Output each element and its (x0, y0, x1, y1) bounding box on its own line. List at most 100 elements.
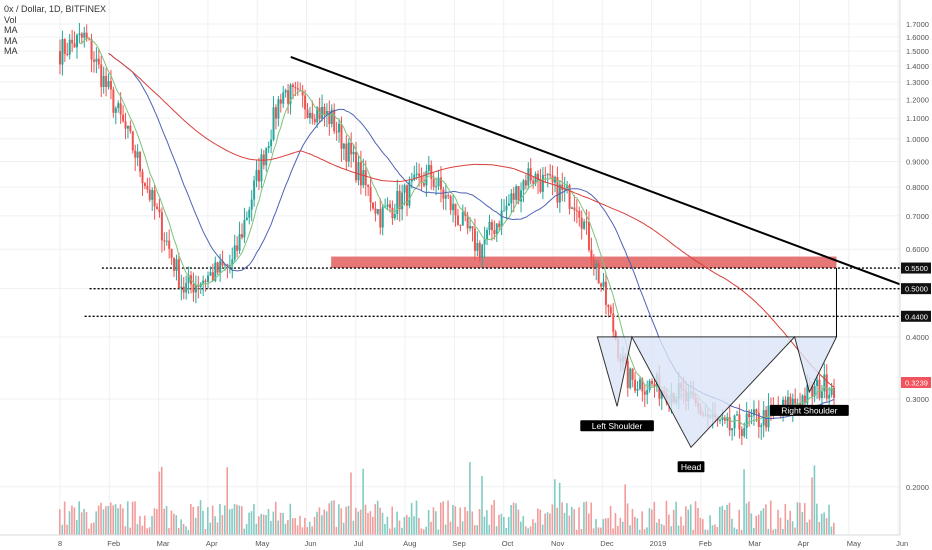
candle-body (415, 173, 418, 175)
candle-body (187, 275, 190, 283)
volume-bar (813, 465, 816, 535)
chart-legend: 0x / Dollar, 1D, BITFINEX Vol MA MA MA (4, 4, 106, 57)
candle-body (456, 215, 459, 225)
candle-body (83, 32, 86, 38)
volume-bar (437, 529, 440, 535)
candle-body (522, 180, 525, 191)
volume-bar (537, 508, 539, 535)
pattern-label-bg (769, 404, 849, 416)
volume-bar (355, 507, 357, 535)
candle-body (833, 387, 836, 398)
candle-body (481, 244, 484, 258)
time-tick-label: May (255, 539, 269, 548)
candle-body (126, 125, 129, 129)
volume-bar (59, 509, 61, 535)
candle-body (503, 210, 506, 212)
candle-body (287, 90, 290, 104)
candle-body (420, 176, 423, 183)
legend-ma-3[interactable]: MA (4, 46, 18, 56)
volume-bar (318, 507, 321, 535)
legend-ma-2[interactable]: MA (4, 35, 18, 46)
candle-body (105, 75, 108, 88)
candle-body (238, 234, 241, 251)
volume-bar (609, 505, 612, 535)
legend-volume[interactable]: Vol (4, 14, 17, 25)
volume-bar (289, 503, 292, 535)
candle-body (107, 81, 110, 88)
volume-bar (425, 526, 427, 535)
candle-body (539, 181, 542, 192)
candle-body (541, 174, 544, 192)
legend-symbol[interactable]: 0x / Dollar, 1D, BITFINEX (4, 4, 107, 14)
volume-bar (692, 529, 694, 535)
volume-bar (190, 503, 192, 535)
candle-body (731, 428, 734, 431)
volume-bar (119, 504, 122, 535)
pattern-label-bg (677, 461, 705, 473)
volume-bar (211, 505, 214, 535)
volume-bar (539, 509, 542, 535)
volume-bar (418, 517, 420, 535)
volume-bar (257, 516, 260, 535)
volume-bar (456, 526, 459, 535)
candle-body (158, 209, 161, 213)
candle-body (413, 174, 416, 180)
volume-bar (811, 477, 813, 535)
candle-body (520, 190, 523, 202)
volume-bar (435, 511, 437, 535)
volume-bar (689, 504, 692, 535)
legend-ma-1[interactable]: MA (4, 25, 18, 35)
volume-bar (592, 528, 595, 535)
candle-body (170, 248, 173, 258)
volume-bar (651, 509, 653, 535)
time-tick-label: Apr (798, 539, 810, 548)
candle-body (735, 414, 738, 416)
volume-bar (544, 513, 546, 535)
volume-bar (148, 527, 151, 535)
volume-bar (779, 517, 782, 535)
volume-bar (534, 522, 537, 535)
volume-bar (619, 517, 622, 535)
candle-body (469, 226, 472, 229)
volume-bar (833, 522, 835, 535)
candle-body (422, 182, 425, 186)
volume-bar (124, 526, 127, 535)
candle-body (760, 425, 763, 427)
candle-body (556, 176, 559, 203)
volume-bar (379, 507, 381, 535)
volume-bar (369, 511, 372, 535)
volume-bar (427, 510, 430, 535)
candle-body (270, 139, 273, 147)
candle-body (626, 360, 629, 388)
volume-bar (617, 525, 619, 535)
volume-bar (570, 506, 573, 535)
candle-body (752, 409, 755, 416)
volume-bar (75, 520, 78, 535)
candle-body (146, 186, 149, 190)
volume-bar (529, 526, 532, 535)
price-tick-label: 0.2000 (906, 483, 929, 492)
volume-bar (478, 509, 481, 535)
volume-bar (590, 502, 593, 535)
volume-bar (372, 516, 374, 535)
candle-body (294, 86, 297, 89)
volume-bar (187, 529, 190, 535)
volume-bar (136, 524, 139, 535)
head-shoulders-pattern (596, 335, 838, 449)
candle-body (335, 131, 338, 133)
volume-bar (784, 503, 787, 535)
volume-bar (316, 511, 318, 535)
candle-body (328, 110, 331, 125)
candle-body (71, 39, 74, 44)
candle-body (580, 217, 583, 229)
volume-bar (653, 501, 656, 535)
volume-bar (823, 512, 825, 535)
volume-bar (73, 507, 76, 535)
candle-body (386, 204, 389, 207)
candle-body (806, 384, 809, 404)
candle-body (527, 168, 530, 186)
candle-body (325, 110, 328, 115)
candle-body (78, 33, 81, 36)
candle-body (408, 181, 411, 206)
